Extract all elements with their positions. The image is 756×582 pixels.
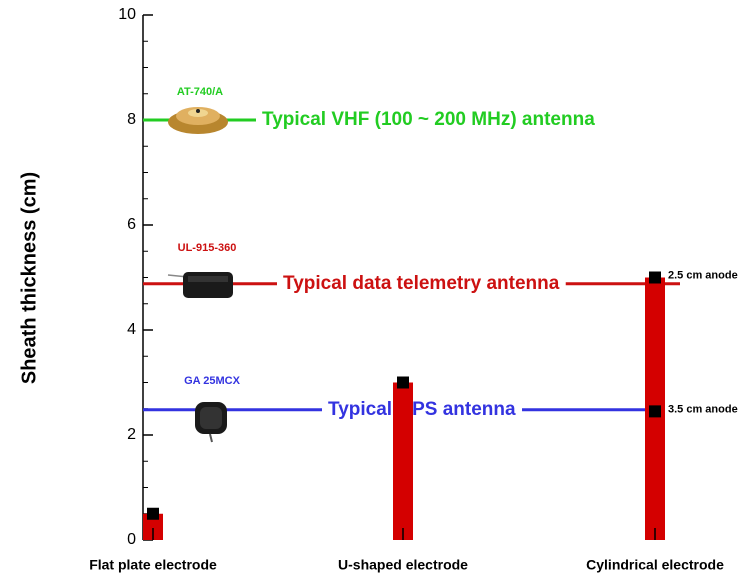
anode-point — [649, 405, 661, 417]
reference-label: Typical GPS antenna — [328, 399, 516, 420]
reference-label: Typical data telemetry antenna — [283, 273, 560, 294]
x-tick-label: Cylindrical electrode — [586, 557, 724, 573]
y-tick-label: 0 — [127, 531, 136, 548]
annotation-label: 2.5 cm anode — [668, 269, 738, 281]
antenna-model-label: UL-915-360 — [178, 242, 237, 254]
y-tick-label: 4 — [127, 321, 136, 338]
y-tick-label: 10 — [118, 6, 136, 23]
vhf-antenna-picture — [168, 107, 228, 134]
y-tick-label: 6 — [127, 216, 136, 233]
bar — [393, 383, 413, 541]
chart: Sheath thickness (cm) 0 2 4 6 8 10 Typical VHF… — [0, 0, 756, 582]
antenna-model-label: GA 25MCX — [184, 375, 240, 387]
page: Sheath thickness (cm) 0 2 4 6 8 10 Typical VHF… — [0, 0, 756, 582]
antenna-model-label: AT-740/A — [177, 86, 223, 98]
x-tick-label: U-shaped electrode — [338, 557, 468, 573]
x-tick-label: Flat plate electrode — [89, 557, 217, 573]
anode-point — [649, 272, 661, 284]
y-tick-label: 2 — [127, 426, 136, 443]
data-point — [397, 377, 409, 389]
gps-antenna-picture — [195, 402, 227, 442]
data-point — [147, 508, 159, 520]
reference-label: Typical VHF (100 ~ 200 MHz) antenna — [262, 109, 595, 130]
y-axis-label: Sheath thickness (cm) — [18, 172, 40, 384]
annotation-label: 3.5 cm anode — [668, 403, 738, 415]
y-tick-label: 8 — [127, 111, 136, 128]
